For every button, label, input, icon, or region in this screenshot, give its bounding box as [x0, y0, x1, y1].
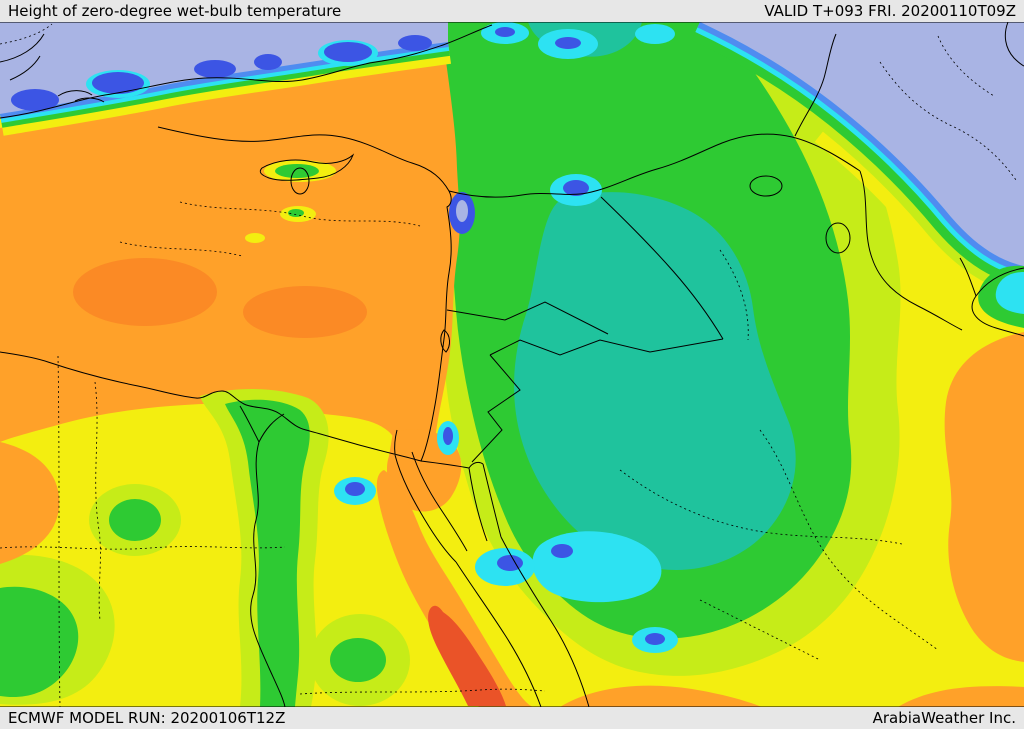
contour-blue-north-2	[495, 27, 515, 37]
valid-time-label: VALID T+093 FRI. 20200110T09Z	[764, 2, 1016, 20]
contour-darkorange-anatolia-2	[243, 286, 367, 338]
field-nile-valley	[200, 389, 329, 707]
contour-orange-south-2	[898, 686, 1024, 707]
admin-balkans	[0, 23, 53, 45]
band-blue-blob-5	[324, 42, 372, 62]
coast-gulf-of-aqaba	[468, 461, 502, 542]
contour-cyan-north-3	[635, 24, 675, 44]
admin-turkey-1	[179, 201, 421, 227]
border-turkey-south	[448, 133, 861, 198]
field-orange-masses	[0, 46, 1024, 707]
map-title: Height of zero-degree wet-bulb temperatu…	[8, 2, 342, 20]
contour-green-upper-egypt	[330, 638, 386, 682]
attribution-label: ArabiaWeather Inc.	[872, 709, 1016, 727]
coast-persian-gulf	[959, 257, 1024, 337]
coast-suez-canal	[394, 429, 398, 455]
border-libya-egypt	[57, 355, 61, 708]
lake-urmia	[825, 222, 851, 254]
admin-turkey-2	[119, 241, 243, 257]
river-nile	[250, 441, 286, 708]
contour-orange-turkey	[0, 46, 460, 479]
border-iraq-saudi	[489, 338, 724, 356]
contour-green-egypt	[109, 499, 161, 541]
contour-lavender-lebanon-core	[456, 200, 468, 222]
coast-black-sea	[0, 24, 493, 119]
lake-van	[749, 175, 783, 197]
contour-lavender-caspian	[700, 22, 1024, 266]
lake-tuz	[290, 167, 310, 195]
contour-blue-east-desert	[345, 482, 365, 496]
contour-green-sw	[0, 586, 79, 698]
contour-orange-red-sea	[376, 470, 534, 707]
contour-green-cyprus	[275, 164, 319, 178]
border-egypt-sudan	[299, 688, 546, 695]
band-blue-blob-4	[254, 54, 282, 70]
coast-cyprus	[259, 153, 355, 181]
border-jordan-saudi	[471, 354, 521, 463]
admin-saudi-1	[619, 469, 903, 545]
admin-iraq	[719, 249, 749, 341]
contour-green-nile	[225, 399, 310, 707]
border-syria-iraq	[600, 196, 724, 340]
field-green-masses	[0, 22, 901, 706]
contour-blue-saudi-2	[551, 544, 573, 558]
admin-iran-1	[879, 61, 1017, 181]
model-run-label: ECMWF MODEL RUN: 20200106T12Z	[8, 709, 286, 727]
contour-blue-syria	[563, 180, 589, 196]
coast-caspian	[1004, 21, 1024, 67]
contour-orange-south-1	[560, 685, 762, 707]
coast-aegean-corner	[0, 33, 45, 81]
band-blue-blob-3	[194, 60, 236, 78]
field-cold-spots	[334, 22, 678, 653]
contour-redorange-red-sea-core	[428, 605, 506, 706]
contour-blue-saudi-3	[645, 633, 665, 645]
coast-marmara	[57, 90, 105, 103]
borders-solid	[420, 33, 963, 469]
border-egypt-israel	[420, 460, 470, 469]
contour-blue-jordan-valley	[443, 427, 453, 445]
field-north-band-right	[691, 3, 1024, 328]
contour-yellow-spot-anatolia-2	[245, 233, 265, 243]
contour-blue-saudi-1	[497, 555, 523, 571]
contour-cyan-gulf-edge	[995, 272, 1024, 314]
admin-egypt-west	[94, 381, 101, 621]
band-blue-blob-6	[398, 35, 432, 51]
borders-dotted	[0, 23, 1017, 708]
border-syria-jordan	[446, 301, 609, 335]
title-bar: Height of zero-degree wet-bulb temperatu…	[0, 0, 1024, 22]
border-iran-iraq	[859, 170, 963, 331]
coast-east-mediterranean	[0, 126, 452, 462]
coast-dead-sea	[440, 329, 450, 353]
contour-darkorange-anatolia-1	[73, 258, 217, 326]
band-blue-blob-2	[92, 72, 144, 94]
contour-green-spot-anatolia	[288, 209, 304, 217]
river-nile-delta	[239, 405, 285, 443]
status-bar: ECMWF MODEL RUN: 20200106T12Z ArabiaWeat…	[0, 707, 1024, 729]
contour-orange-west-egypt	[0, 442, 60, 564]
coast-gulf-of-suez	[394, 451, 468, 563]
band-blue-blob-1	[11, 89, 59, 111]
contour-blue-north-1	[555, 37, 581, 49]
admin-egypt-horizontal	[0, 546, 286, 550]
border-turkey-iran	[794, 33, 837, 137]
contour-teal-inner	[514, 192, 796, 570]
contour-orange-east-edge	[944, 332, 1024, 662]
coast-red-sea	[455, 536, 590, 708]
